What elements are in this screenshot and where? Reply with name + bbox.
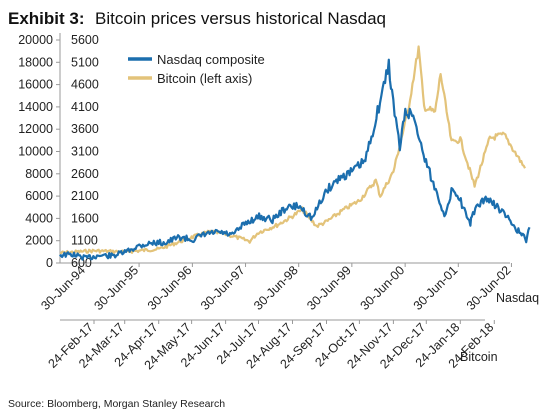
left-tick-label: 18000	[18, 55, 53, 69]
right-tick-label: 2100	[71, 189, 99, 203]
chart-title: Exhibit 3: Bitcoin prices versus histori…	[8, 9, 386, 28]
left-tick-label: 10000	[18, 145, 53, 159]
left-tick-label: 6000	[25, 189, 53, 203]
nasdaq-tick-label: 30-Jun-96	[145, 263, 195, 313]
right-tick-label: 2600	[71, 167, 99, 181]
series-bitcoin-line	[59, 45, 526, 255]
nasdaq-tick-label: 30-Jun-95	[91, 263, 141, 313]
left-tick-label: 14000	[18, 100, 53, 114]
right-tick-label: 4600	[71, 78, 99, 92]
left-tick-label: 2000	[25, 234, 53, 248]
series-group	[59, 45, 531, 261]
right-tick-label: 1100	[71, 234, 98, 248]
nasdaq-axis-label: Nasdaq	[496, 291, 539, 305]
nasdaq-tick-label: 30-Jun-94	[38, 263, 88, 313]
right-tick-label: 1600	[71, 211, 99, 225]
source-note: Source: Bloomberg, Morgan Stanley Resear…	[8, 398, 225, 410]
title-text: Bitcoin prices versus historical Nasdaq	[95, 9, 386, 28]
left-tick-label: 16000	[18, 78, 53, 92]
legend: Nasdaq composite Bitcoin (left axis)	[128, 52, 265, 86]
bitcoin-axis-ticks: 24-Feb-1724-Mar-1724-Apr-1724-May-1724-J…	[45, 320, 496, 372]
right-tick-label: 3100	[71, 145, 99, 159]
legend-label-nasdaq: Nasdaq composite	[157, 52, 265, 67]
nasdaq-tick-label: 30-Jun-02	[464, 263, 514, 313]
nasdaq-tick-label: 30-Jun-98	[251, 263, 301, 313]
nasdaq-tick-label: 30-Jun-00	[358, 263, 408, 313]
right-tick-label: 600	[71, 256, 92, 270]
series-nasdaq-line	[59, 58, 531, 261]
right-tick-label: 5600	[71, 33, 99, 47]
nasdaq-tick-label: 30-Jun-01	[411, 263, 461, 313]
left-tick-label: 20000	[18, 33, 53, 47]
nasdaq-tick-label: 30-Jun-99	[304, 263, 354, 313]
left-tick-label: 4000	[25, 211, 53, 225]
right-tick-label: 4100	[71, 100, 99, 114]
right-tick-label: 3600	[71, 122, 99, 136]
left-tick-label: 8000	[25, 167, 53, 181]
left-tick-label: 12000	[18, 122, 53, 136]
nasdaq-tick-label: 30-Jun-97	[198, 263, 248, 313]
bitcoin-axis-label: Bitcoin	[460, 350, 498, 364]
left-tick-label: 0	[46, 256, 53, 270]
exhibit-label: Exhibit 3:	[8, 9, 85, 28]
right-tick-label: 5100	[71, 55, 99, 69]
left-axis-ticks: 0 2000 4000 6000 8000 10000 12000 14000 16000 180…	[18, 33, 60, 270]
right-axis-ticks: 600 1100 1600 2100 2600 3100 3600 4100 4600 5100 5…	[71, 33, 99, 270]
nasdaq-axis-ticks: 30-Jun-94 30-Jun-95 30-Jun-96 30-Jun-97 30-J…	[38, 263, 514, 313]
legend-label-bitcoin: Bitcoin (left axis)	[157, 71, 252, 86]
